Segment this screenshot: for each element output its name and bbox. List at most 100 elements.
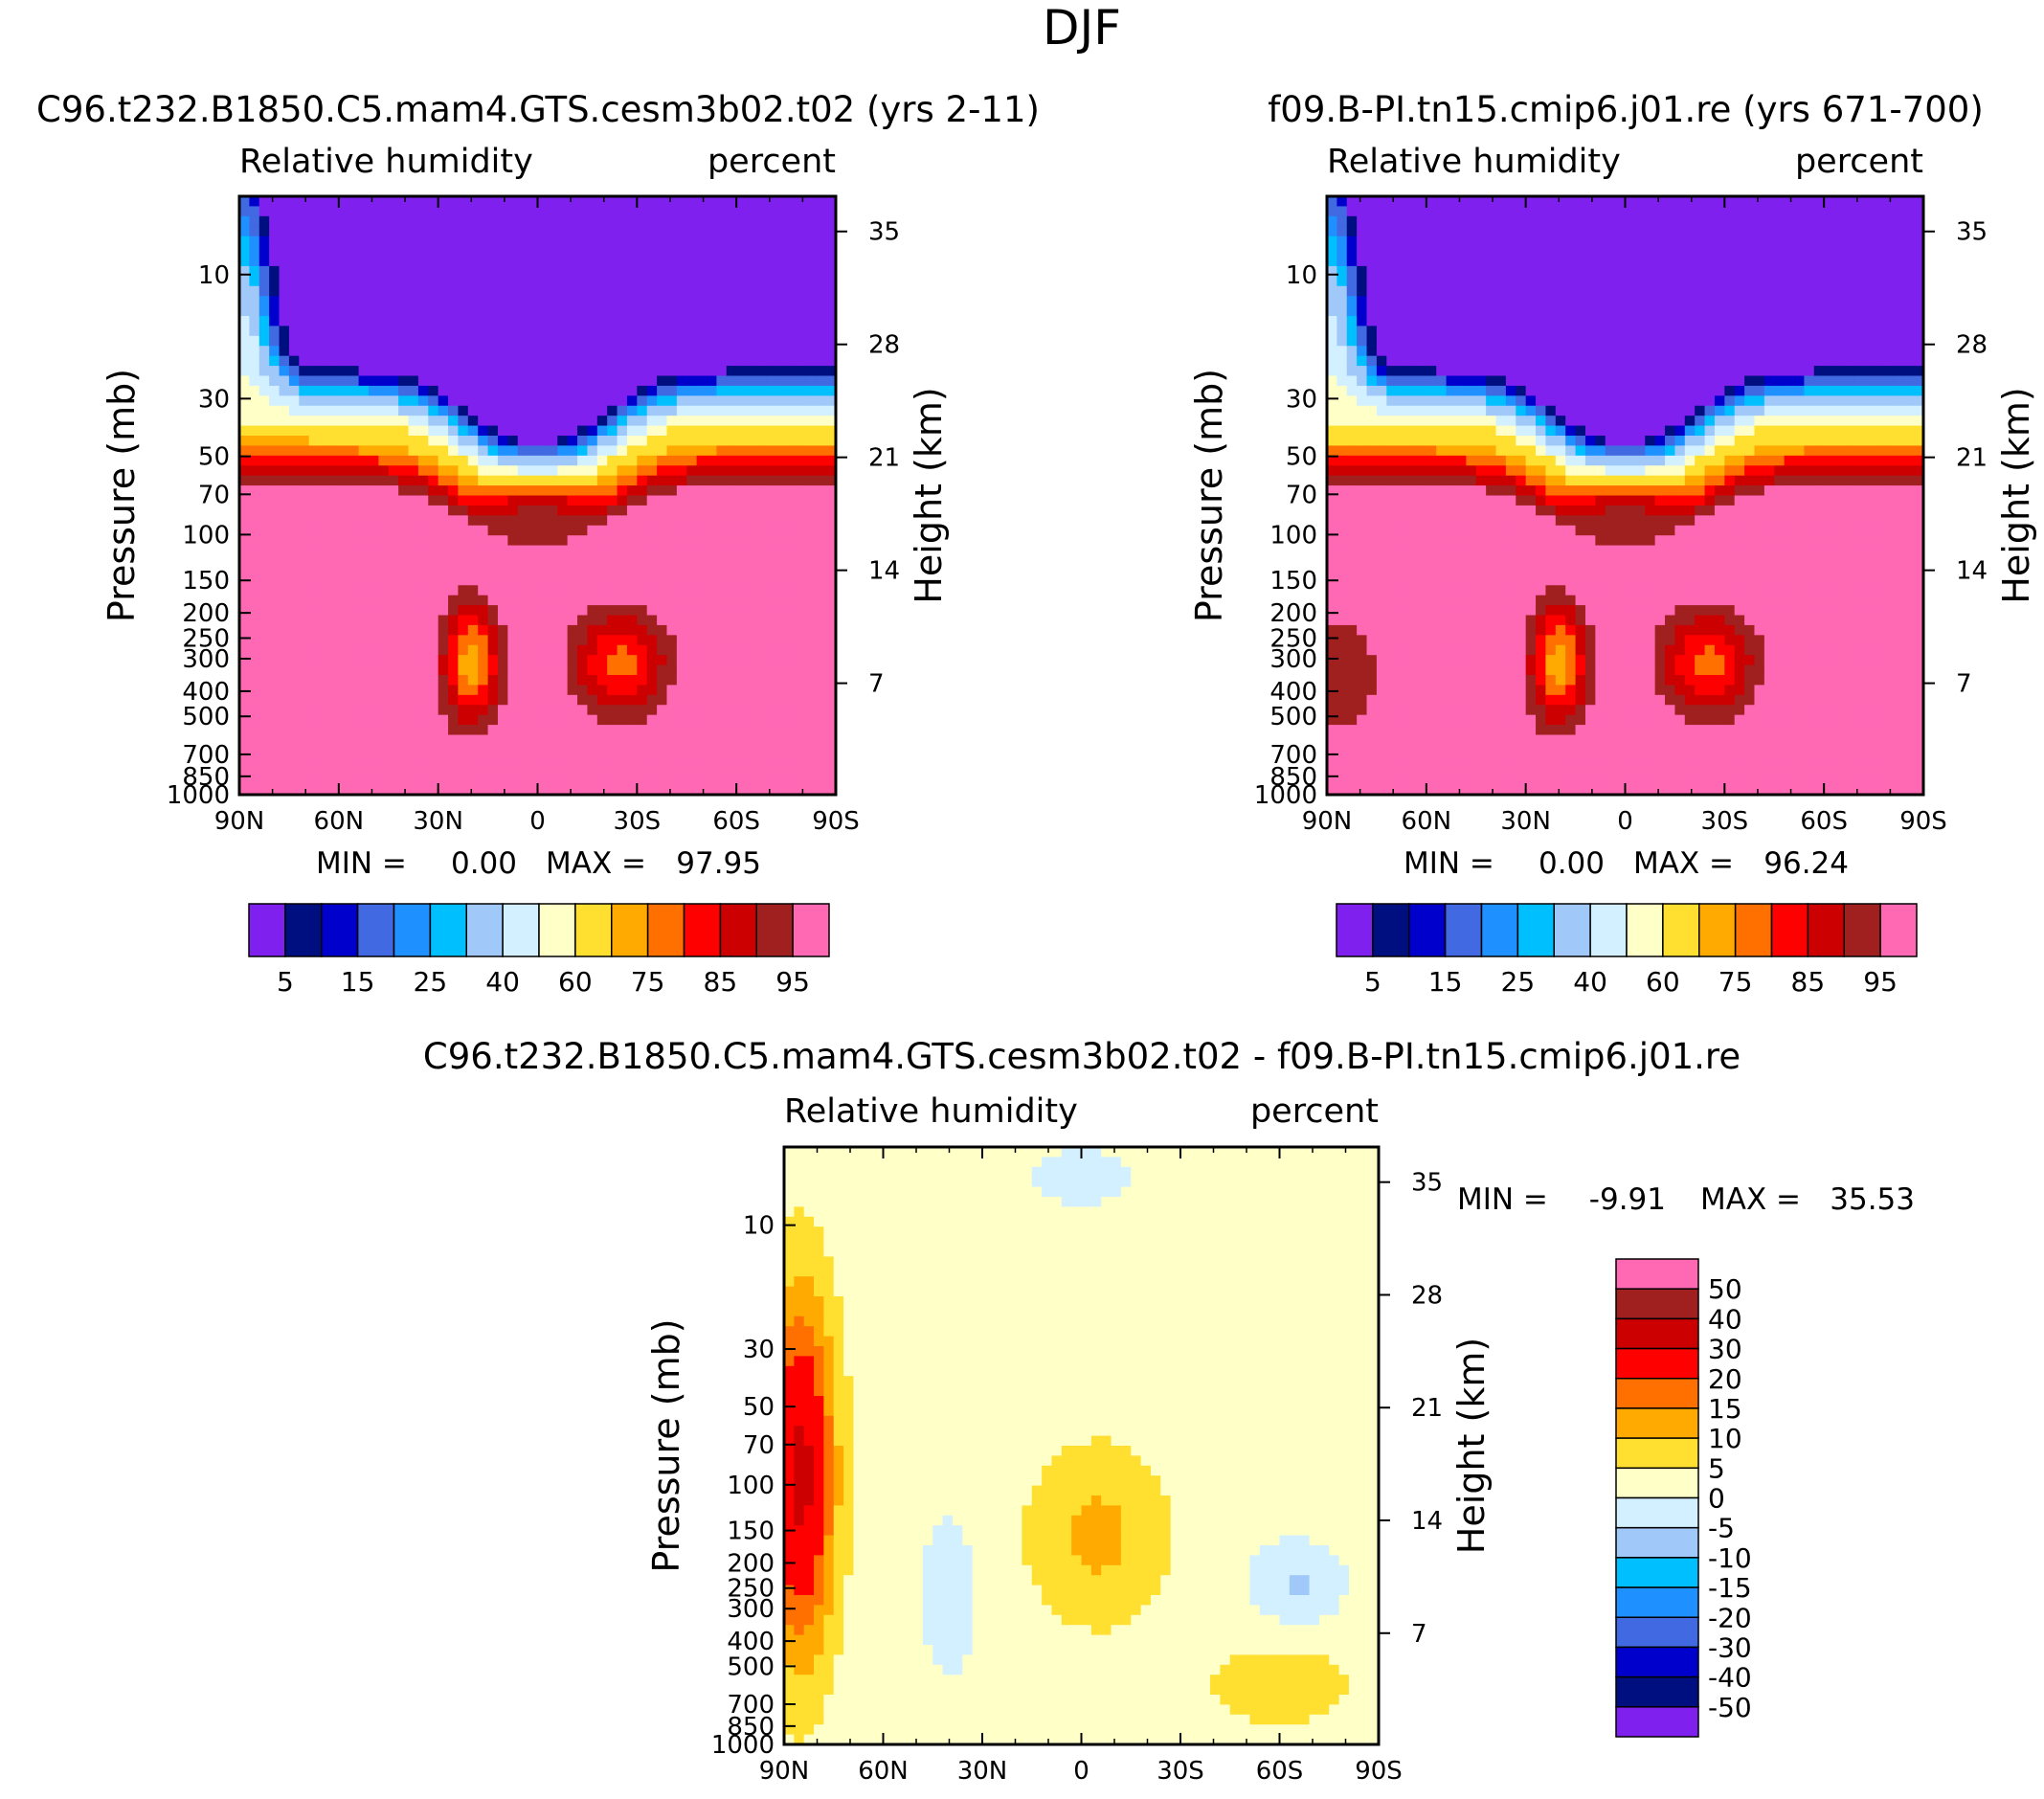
- field-cell: [507, 475, 519, 486]
- field-cell: [239, 326, 250, 337]
- field-cell: [507, 744, 519, 755]
- field-cell: [786, 475, 797, 486]
- field-cell: [567, 595, 578, 606]
- field-cell: [596, 734, 608, 746]
- field-cell: [1357, 305, 1368, 317]
- field-cell: [577, 585, 589, 596]
- field-cell: [299, 256, 310, 267]
- field-cell: [249, 725, 260, 736]
- field-cell: [319, 655, 330, 666]
- field-cell: [1396, 246, 1407, 258]
- field-cell: [1436, 664, 1448, 676]
- field-cell: [1346, 525, 1358, 536]
- field-cell: [1346, 346, 1358, 357]
- field-cell: [557, 296, 569, 307]
- field-cell: [517, 206, 528, 217]
- field-cell: [626, 425, 638, 437]
- field-cell: [686, 675, 698, 686]
- field-cell: [328, 635, 340, 646]
- field-cell: [646, 226, 658, 237]
- field-cell: [388, 585, 399, 596]
- field-cell: [1406, 655, 1418, 666]
- field-cell: [1446, 545, 1457, 556]
- field-cell: [766, 754, 777, 766]
- field-cell: [1446, 605, 1457, 617]
- field-cell: [1436, 206, 1448, 217]
- field-cell: [567, 425, 578, 437]
- field-cell: [1416, 405, 1427, 416]
- field-cell: [637, 664, 648, 676]
- field-cell: [1366, 346, 1378, 357]
- field-cell: [617, 285, 628, 297]
- field-cell: [1525, 355, 1537, 367]
- field-cell: [716, 635, 728, 646]
- field-cell: [596, 775, 608, 786]
- field-cell: [1396, 635, 1407, 646]
- field-cell: [458, 585, 469, 596]
- field-cell: [249, 355, 260, 367]
- field-cell: [707, 405, 717, 416]
- field-cell: [596, 615, 608, 626]
- field-cell: [577, 425, 589, 437]
- field-cell: [1366, 465, 1378, 477]
- field-cell: [587, 215, 598, 227]
- field-cell: [766, 385, 777, 396]
- field-cell: [269, 395, 281, 407]
- field-cell: [258, 545, 270, 556]
- field-cell: [497, 445, 508, 457]
- field-cell: [358, 565, 370, 576]
- field-cell: [328, 355, 340, 367]
- field-cell: [448, 635, 460, 646]
- field-cell: [1486, 734, 1497, 746]
- field-cell: [308, 246, 320, 258]
- field-cell: [258, 784, 270, 796]
- field-cell: [1396, 495, 1407, 506]
- field-cell: [1396, 705, 1407, 716]
- field-cell: [448, 685, 460, 696]
- field-cell: [1475, 775, 1487, 786]
- field-cell: [1486, 395, 1497, 407]
- field-cell: [308, 276, 320, 287]
- field-cell: [1386, 445, 1398, 457]
- field-cell: [696, 285, 708, 297]
- field-cell: [517, 246, 528, 258]
- field-cell: [1516, 355, 1527, 367]
- field-cell: [249, 265, 260, 277]
- field-cell: [1436, 226, 1448, 237]
- field-cell: [308, 565, 320, 576]
- field-cell: [825, 565, 837, 576]
- field-cell: [666, 206, 678, 217]
- field-cell: [676, 694, 687, 706]
- field-cell: [308, 685, 320, 696]
- field-cell: [557, 725, 569, 736]
- field-cell: [1446, 624, 1457, 636]
- field-cell: [716, 375, 728, 387]
- field-cell: [1525, 366, 1537, 377]
- field-cell: [1475, 644, 1487, 656]
- field-cell: [1327, 285, 1337, 297]
- field-cell: [1446, 744, 1457, 755]
- field-cell: [1455, 595, 1467, 606]
- field-cell: [676, 644, 687, 656]
- field-cell: [805, 574, 817, 586]
- field-cell: [1396, 265, 1407, 277]
- field-cell: [577, 395, 589, 407]
- field-cell: [547, 515, 558, 527]
- field-cell: [338, 316, 349, 327]
- field-cell: [696, 664, 708, 676]
- field-cell: [478, 744, 489, 755]
- field-cell: [1436, 515, 1448, 527]
- field-cell: [467, 555, 479, 567]
- field-cell: [348, 445, 360, 457]
- field-cell: [1486, 465, 1497, 477]
- field-cell: [1516, 624, 1527, 636]
- field-cell: [487, 355, 499, 367]
- field-cell: [348, 664, 360, 676]
- field-cell: [816, 236, 827, 247]
- field-cell: [308, 725, 320, 736]
- field-cell: [269, 485, 281, 497]
- field-cell: [249, 305, 260, 317]
- field-cell: [299, 705, 310, 716]
- field-cell: [676, 445, 687, 457]
- field-cell: [517, 605, 528, 617]
